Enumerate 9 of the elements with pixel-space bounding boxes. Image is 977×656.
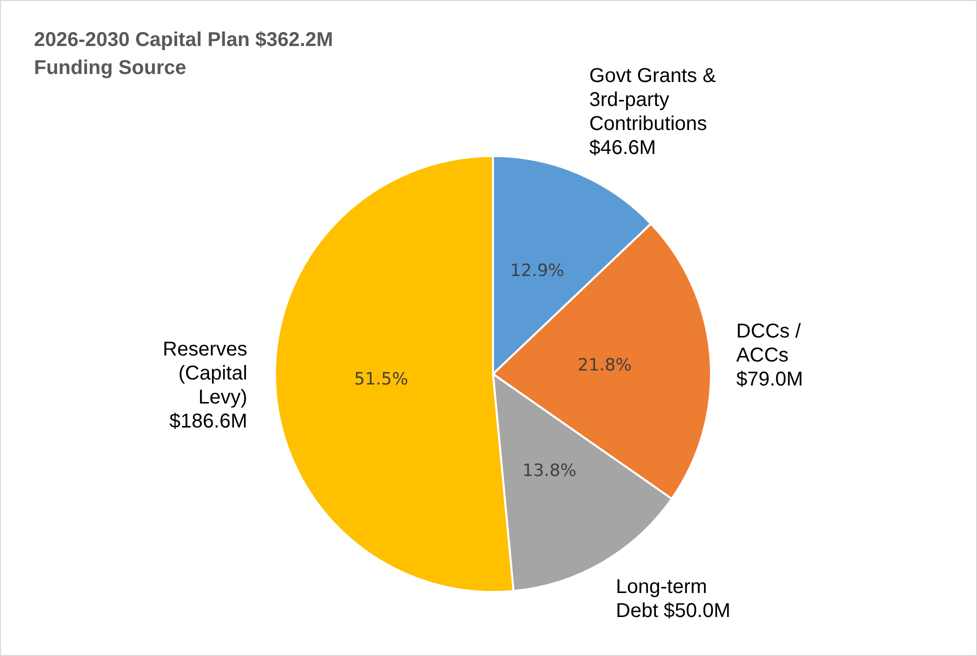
chart-title: 2026-2030 Capital Plan $362.2M Funding Source: [34, 29, 334, 79]
data-label: 51.5%: [354, 369, 408, 390]
slice-label: DCCs / ACCs $79.0M: [736, 320, 804, 391]
slice-label: Long-term Debt $50.0M: [616, 576, 730, 622]
data-label: 12.9%: [510, 261, 564, 282]
data-label: 13.8%: [522, 460, 576, 481]
data-label: 21.8%: [578, 356, 632, 376]
slice-label: Govt Grants & 3rd-party Contributions $46.6M: [589, 64, 717, 159]
slice-label: Reserves (Capital Levy) $186.6M: [162, 338, 248, 432]
